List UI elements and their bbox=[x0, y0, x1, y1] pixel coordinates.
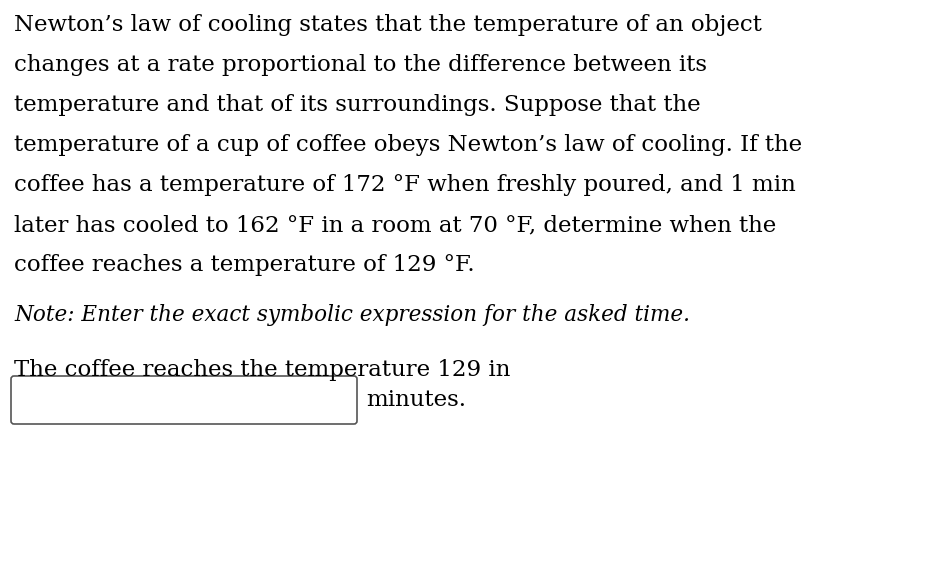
Text: Note: Enter the exact symbolic expression for the asked time.: Note: Enter the exact symbolic expressio… bbox=[14, 304, 690, 326]
Text: temperature of a cup of coffee obeys Newton’s law of cooling. If the: temperature of a cup of coffee obeys New… bbox=[14, 134, 802, 156]
Text: changes at a rate proportional to the difference between its: changes at a rate proportional to the di… bbox=[14, 54, 707, 76]
Text: Newton’s law of cooling states that the temperature of an object: Newton’s law of cooling states that the … bbox=[14, 14, 762, 36]
Text: minutes.: minutes. bbox=[366, 389, 466, 411]
FancyBboxPatch shape bbox=[11, 376, 357, 424]
Text: The coffee reaches the temperature 129 in: The coffee reaches the temperature 129 i… bbox=[14, 359, 511, 381]
Text: later has cooled to 162 °F in a room at 70 °F, determine when the: later has cooled to 162 °F in a room at … bbox=[14, 214, 776, 236]
Text: temperature and that of its surroundings. Suppose that the: temperature and that of its surroundings… bbox=[14, 94, 701, 116]
Text: coffee has a temperature of 172 °F when freshly poured, and 1 min: coffee has a temperature of 172 °F when … bbox=[14, 174, 796, 196]
Text: coffee reaches a temperature of 129 °F.: coffee reaches a temperature of 129 °F. bbox=[14, 254, 475, 276]
